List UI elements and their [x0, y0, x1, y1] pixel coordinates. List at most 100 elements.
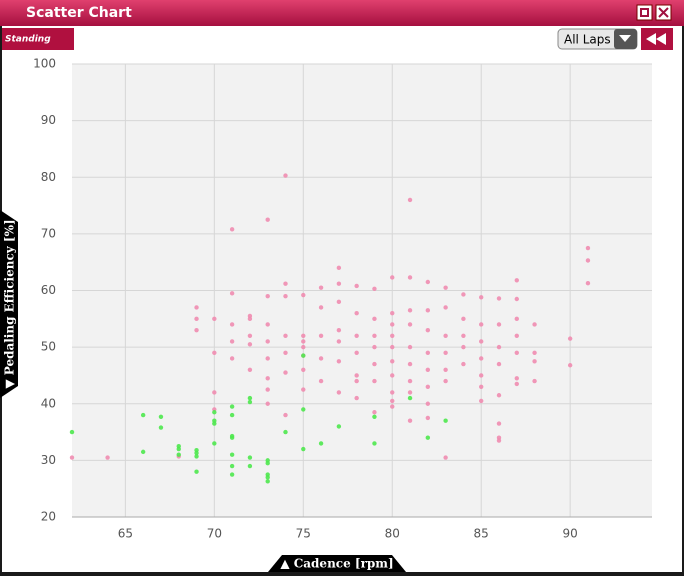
point	[443, 378, 448, 384]
y-tick-label: 40	[41, 396, 56, 410]
point	[247, 367, 253, 372]
y-tick-label: 100	[33, 57, 56, 71]
point	[229, 463, 235, 469]
point	[318, 305, 324, 310]
point	[283, 293, 288, 299]
point	[461, 316, 466, 322]
point	[229, 435, 235, 440]
point	[532, 322, 537, 327]
point	[247, 333, 253, 338]
point	[194, 305, 199, 310]
point	[443, 285, 448, 290]
point	[247, 316, 253, 322]
y-label-tab	[0, 210, 18, 398]
point	[194, 316, 199, 322]
point	[265, 461, 270, 466]
point	[461, 361, 466, 367]
point	[283, 350, 288, 355]
point	[229, 472, 235, 477]
point	[532, 378, 537, 384]
point	[514, 278, 519, 283]
point	[496, 296, 502, 301]
point	[514, 376, 519, 381]
point	[301, 353, 306, 358]
point	[336, 281, 342, 286]
point	[390, 373, 395, 378]
point	[212, 350, 217, 355]
point	[496, 322, 502, 327]
point	[479, 356, 484, 361]
window-title: Scatter Chart	[26, 5, 132, 21]
point	[372, 316, 377, 322]
point	[212, 441, 217, 446]
point	[514, 381, 519, 387]
point	[496, 361, 502, 367]
x-tick-label: 70	[207, 527, 222, 541]
point	[301, 292, 306, 298]
point	[318, 378, 324, 384]
y-tick-label: 80	[41, 170, 56, 184]
point	[479, 384, 484, 389]
point	[372, 333, 377, 338]
maximize-icon	[640, 8, 649, 17]
lap-select-text: All Laps	[564, 33, 611, 47]
point	[585, 245, 591, 251]
point	[212, 410, 217, 415]
point	[372, 414, 377, 419]
point	[265, 387, 270, 392]
point	[229, 291, 235, 296]
point	[425, 401, 431, 406]
point	[69, 455, 75, 460]
point	[194, 450, 199, 456]
point	[425, 367, 431, 372]
close-icon	[658, 7, 669, 18]
point	[372, 441, 377, 446]
x-tick-label: 90	[563, 527, 578, 541]
point	[354, 333, 359, 338]
maximize-button[interactable]	[636, 4, 653, 21]
point	[479, 322, 484, 327]
point	[158, 414, 164, 419]
point	[407, 395, 413, 401]
point	[390, 275, 395, 280]
point	[390, 404, 395, 409]
point	[390, 310, 395, 316]
point	[318, 285, 324, 290]
point	[390, 390, 395, 395]
point	[318, 333, 324, 338]
point	[407, 322, 413, 327]
point	[407, 197, 413, 203]
point	[336, 327, 342, 333]
x-tick-label: 65	[118, 527, 133, 541]
point	[265, 479, 270, 484]
point	[407, 418, 413, 423]
point	[514, 333, 519, 338]
point	[336, 359, 342, 364]
point	[229, 356, 235, 361]
y-axis-label: ▼ Pedaling Efficiency [%]	[3, 219, 17, 388]
point	[461, 292, 466, 297]
point	[354, 378, 359, 384]
point	[372, 344, 377, 350]
point	[372, 286, 377, 292]
point	[247, 395, 253, 401]
point	[283, 429, 288, 435]
point	[532, 359, 537, 364]
point	[194, 454, 199, 459]
point	[283, 412, 288, 418]
point	[212, 316, 217, 322]
point	[407, 361, 413, 367]
y-tick-label: 30	[41, 453, 56, 467]
point	[354, 373, 359, 378]
point	[372, 378, 377, 384]
point	[283, 281, 288, 286]
logo-text: Standing	[5, 35, 51, 45]
point	[140, 449, 146, 455]
point	[461, 344, 466, 350]
point	[283, 333, 288, 338]
point	[354, 310, 359, 316]
point	[318, 441, 324, 446]
point	[140, 412, 146, 418]
point	[336, 424, 342, 429]
point	[390, 344, 395, 350]
